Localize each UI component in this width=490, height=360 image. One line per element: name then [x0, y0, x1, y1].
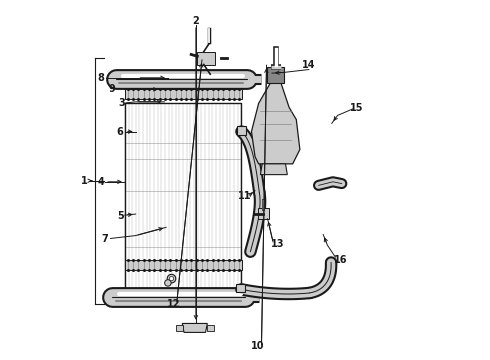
Text: 11: 11 — [238, 191, 251, 201]
Text: 13: 13 — [270, 239, 284, 249]
Text: 14: 14 — [302, 59, 316, 69]
Bar — [176, 325, 183, 330]
Text: 7: 7 — [102, 234, 108, 244]
Text: 8: 8 — [98, 73, 104, 83]
Text: 4: 4 — [98, 177, 104, 187]
Bar — [197, 51, 215, 64]
Text: 15: 15 — [350, 103, 364, 113]
Text: 16: 16 — [334, 255, 348, 265]
Circle shape — [170, 276, 173, 281]
Bar — [125, 260, 242, 270]
Text: 9: 9 — [108, 84, 115, 94]
Text: 6: 6 — [117, 127, 123, 136]
Bar — [258, 208, 269, 220]
Circle shape — [167, 274, 176, 283]
Bar — [125, 89, 242, 99]
Circle shape — [165, 280, 171, 286]
Text: 12: 12 — [167, 299, 180, 309]
Text: 10: 10 — [250, 341, 264, 351]
Polygon shape — [260, 164, 287, 175]
Bar — [236, 284, 245, 292]
Bar — [207, 325, 214, 330]
Text: 2: 2 — [193, 17, 199, 27]
Polygon shape — [251, 83, 300, 164]
Bar — [268, 67, 284, 83]
Text: 5: 5 — [117, 211, 123, 221]
Text: 3: 3 — [118, 98, 124, 108]
Polygon shape — [182, 323, 207, 332]
Text: 1: 1 — [81, 176, 88, 186]
Bar — [237, 126, 246, 135]
